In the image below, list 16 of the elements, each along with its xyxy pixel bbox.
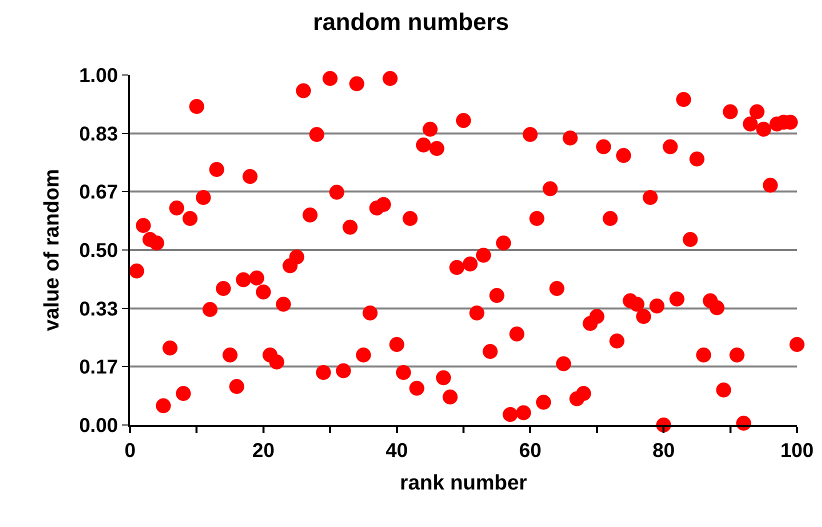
- y-tick-label: 0.83: [79, 123, 118, 146]
- y-tick-label: 0.17: [79, 356, 118, 379]
- y-tick-label: 0.00: [79, 415, 118, 437]
- x-tick-label: 20: [252, 440, 275, 462]
- chart-title: random numbers: [312, 8, 510, 36]
- x-tick-label: 0: [124, 440, 136, 462]
- y-tick-label: 1.00: [79, 65, 118, 87]
- y-tick-label: 0.67: [79, 182, 118, 204]
- x-tick-label: 60: [519, 440, 542, 462]
- y-tick-label: 0.50: [79, 240, 118, 262]
- y-axis-title: value of random: [40, 168, 64, 332]
- x-tick-label: 80: [652, 440, 675, 462]
- y-tick-label: 0.33: [79, 298, 118, 320]
- x-tick-label: 100: [780, 440, 814, 462]
- x-tick-label: 40: [386, 440, 408, 462]
- x-axis-title: rank number: [400, 472, 528, 495]
